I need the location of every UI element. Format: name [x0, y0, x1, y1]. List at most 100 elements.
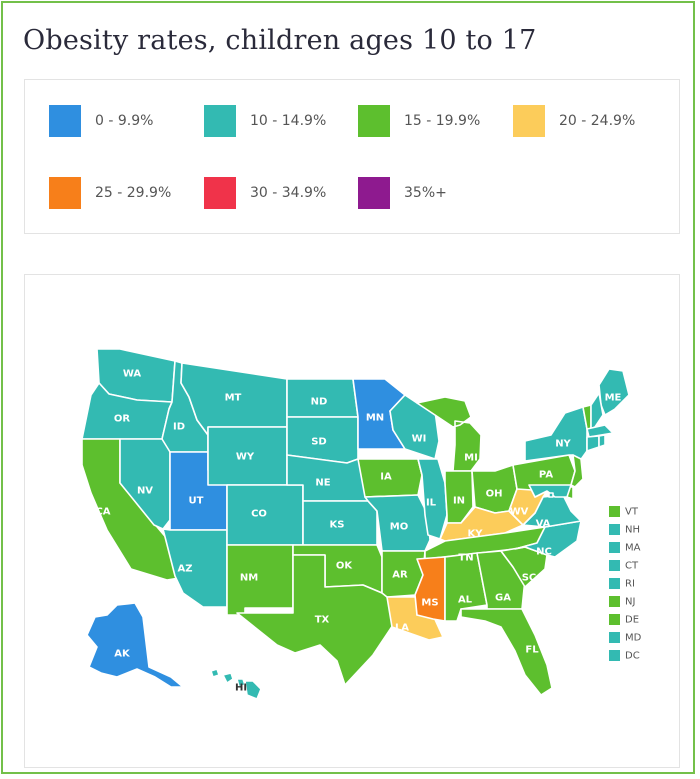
map-label-ak: AK	[114, 649, 131, 660]
legend-swatch	[358, 177, 390, 209]
us-map-panel: WA OR CA ID NV UT AZ MT WY CO NM ND SD N…	[24, 274, 680, 768]
small-state-swatch	[609, 542, 620, 553]
state-nc[interactable]	[514, 520, 582, 558]
map-label-ar: AR	[392, 570, 408, 581]
state-nm[interactable]	[226, 544, 294, 616]
map-label-ms: MS	[421, 598, 438, 609]
map-label-ny: NY	[555, 439, 571, 450]
state-nh[interactable]	[590, 392, 604, 430]
state-ms[interactable]	[414, 556, 446, 622]
small-state-swatch	[609, 596, 620, 607]
small-state-label-ma: MA	[625, 543, 641, 554]
state-nj[interactable]	[570, 454, 584, 488]
map-label-mt: MT	[225, 393, 242, 404]
state-fl[interactable]	[460, 608, 553, 696]
legend-swatch	[358, 105, 390, 137]
state-hi[interactable]	[210, 668, 262, 700]
state-ny[interactable]	[524, 406, 588, 466]
map-label-az: AZ	[178, 564, 193, 575]
map-label-nm: NM	[240, 573, 258, 584]
legend-item-3: 20 - 24.9%	[513, 105, 635, 137]
map-label-or: OR	[114, 414, 131, 425]
map-label-va: VA	[536, 519, 551, 530]
state-ks[interactable]	[302, 500, 378, 546]
small-state-label-nh: NH	[625, 525, 640, 536]
map-label-mn: MN	[366, 413, 384, 424]
map-label-pa: PA	[539, 470, 553, 481]
map-label-la: LA	[395, 623, 409, 634]
map-label-ia: IA	[380, 472, 392, 483]
state-md[interactable]	[528, 484, 572, 498]
map-label-sc: SC	[522, 573, 537, 584]
legend-swatch	[204, 105, 236, 137]
legend-label: 35%+	[404, 185, 447, 201]
small-state-label-dc: DC	[625, 651, 640, 662]
small-state-label-de: DE	[625, 615, 639, 626]
legend-swatch	[513, 105, 545, 137]
legend-label: 10 - 14.9%	[250, 113, 327, 129]
map-label-ca: CA	[95, 507, 110, 518]
state-ak[interactable]	[86, 602, 184, 688]
map-label-ks: KS	[330, 520, 345, 531]
legend-swatch	[49, 105, 81, 137]
map-label-ga: GA	[495, 593, 511, 604]
legend-item-6: 35%+	[358, 177, 447, 209]
state-dc[interactable]	[548, 492, 554, 498]
state-tx[interactable]	[236, 554, 394, 686]
small-state-label-md: MD	[625, 633, 642, 644]
state-az[interactable]	[162, 528, 228, 608]
map-label-hi: HI	[235, 683, 247, 694]
legend-label: 0 - 9.9%	[95, 113, 154, 129]
small-state-swatch	[609, 578, 620, 589]
map-label-al: AL	[458, 595, 473, 606]
small-state-label-ct: CT	[625, 561, 639, 572]
small-state-swatch	[609, 632, 620, 643]
map-label-wa: WA	[123, 369, 142, 380]
map-label-me: ME	[605, 393, 622, 404]
legend-item-2: 15 - 19.9%	[358, 105, 480, 137]
small-state-swatch	[609, 614, 620, 625]
map-label-sd: SD	[311, 437, 327, 448]
state-nv[interactable]	[119, 438, 171, 530]
legend-label: 20 - 24.9%	[559, 113, 636, 129]
map-label-nd: ND	[311, 397, 328, 408]
small-state-swatch	[609, 524, 620, 535]
state-ct[interactable]	[586, 435, 600, 452]
map-label-wi: WI	[412, 434, 427, 445]
map-label-ne: NE	[315, 478, 330, 489]
small-state-swatch	[609, 560, 620, 571]
small-state-label-nj: NJ	[625, 597, 635, 608]
legend-label: 25 - 29.9%	[95, 185, 172, 201]
state-mi[interactable]	[416, 396, 482, 472]
state-wi[interactable]	[389, 394, 440, 460]
color-legend: 0 - 9.9% 10 - 14.9% 15 - 19.9% 20 - 24.9…	[24, 79, 680, 234]
map-label-mi: MI	[464, 453, 478, 464]
map-label-tx: TX	[315, 615, 330, 626]
map-label-co: CO	[251, 509, 267, 520]
map-label-wy: WY	[236, 452, 255, 463]
map-label-id: ID	[173, 422, 185, 433]
map-label-ky: KY	[468, 529, 484, 540]
map-label-tn: TN	[458, 553, 473, 564]
state-ma[interactable]	[586, 424, 614, 438]
state-ia[interactable]	[357, 458, 423, 498]
small-state-label-vt: VT	[625, 507, 639, 518]
map-label-nv: NV	[137, 486, 153, 497]
small-state-swatch	[609, 650, 620, 661]
legend-swatch	[204, 177, 236, 209]
map-label-il: IL	[426, 498, 437, 509]
legend-label: 15 - 19.9%	[404, 113, 481, 129]
map-label-ut: UT	[189, 496, 204, 507]
page-title: Obesity rates, children ages 10 to 17	[23, 25, 537, 56]
map-label-ok: OK	[336, 561, 354, 572]
map-label-wv: WV	[510, 507, 529, 518]
map-label-fl: FL	[525, 645, 539, 656]
map-label-oh: OH	[486, 489, 503, 500]
legend-item-4: 25 - 29.9%	[49, 177, 171, 209]
small-states-legend: VT NH MA CT RI NJ DE MD DC	[609, 506, 642, 662]
legend-label: 30 - 34.9%	[250, 185, 327, 201]
state-ri[interactable]	[598, 434, 606, 448]
map-label-mo: MO	[390, 522, 408, 533]
small-state-label-ri: RI	[625, 579, 635, 590]
